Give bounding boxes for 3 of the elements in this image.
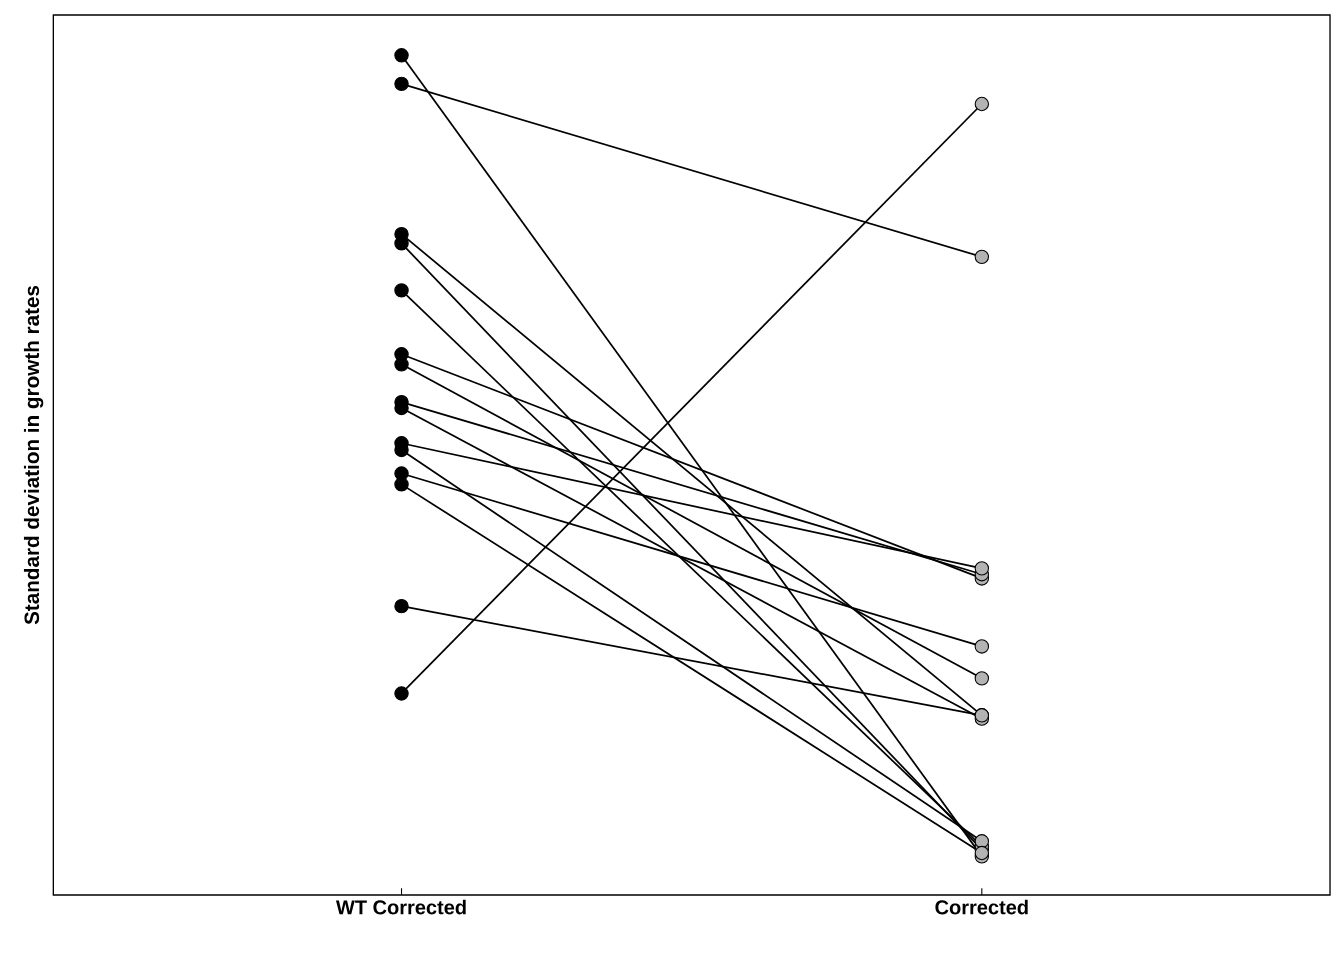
x-tick-label: Corrected [935,899,1028,915]
x-tick-label: WT Corrected [335,899,466,915]
y-axis-title: Standard deviation in growth rates [23,285,44,625]
